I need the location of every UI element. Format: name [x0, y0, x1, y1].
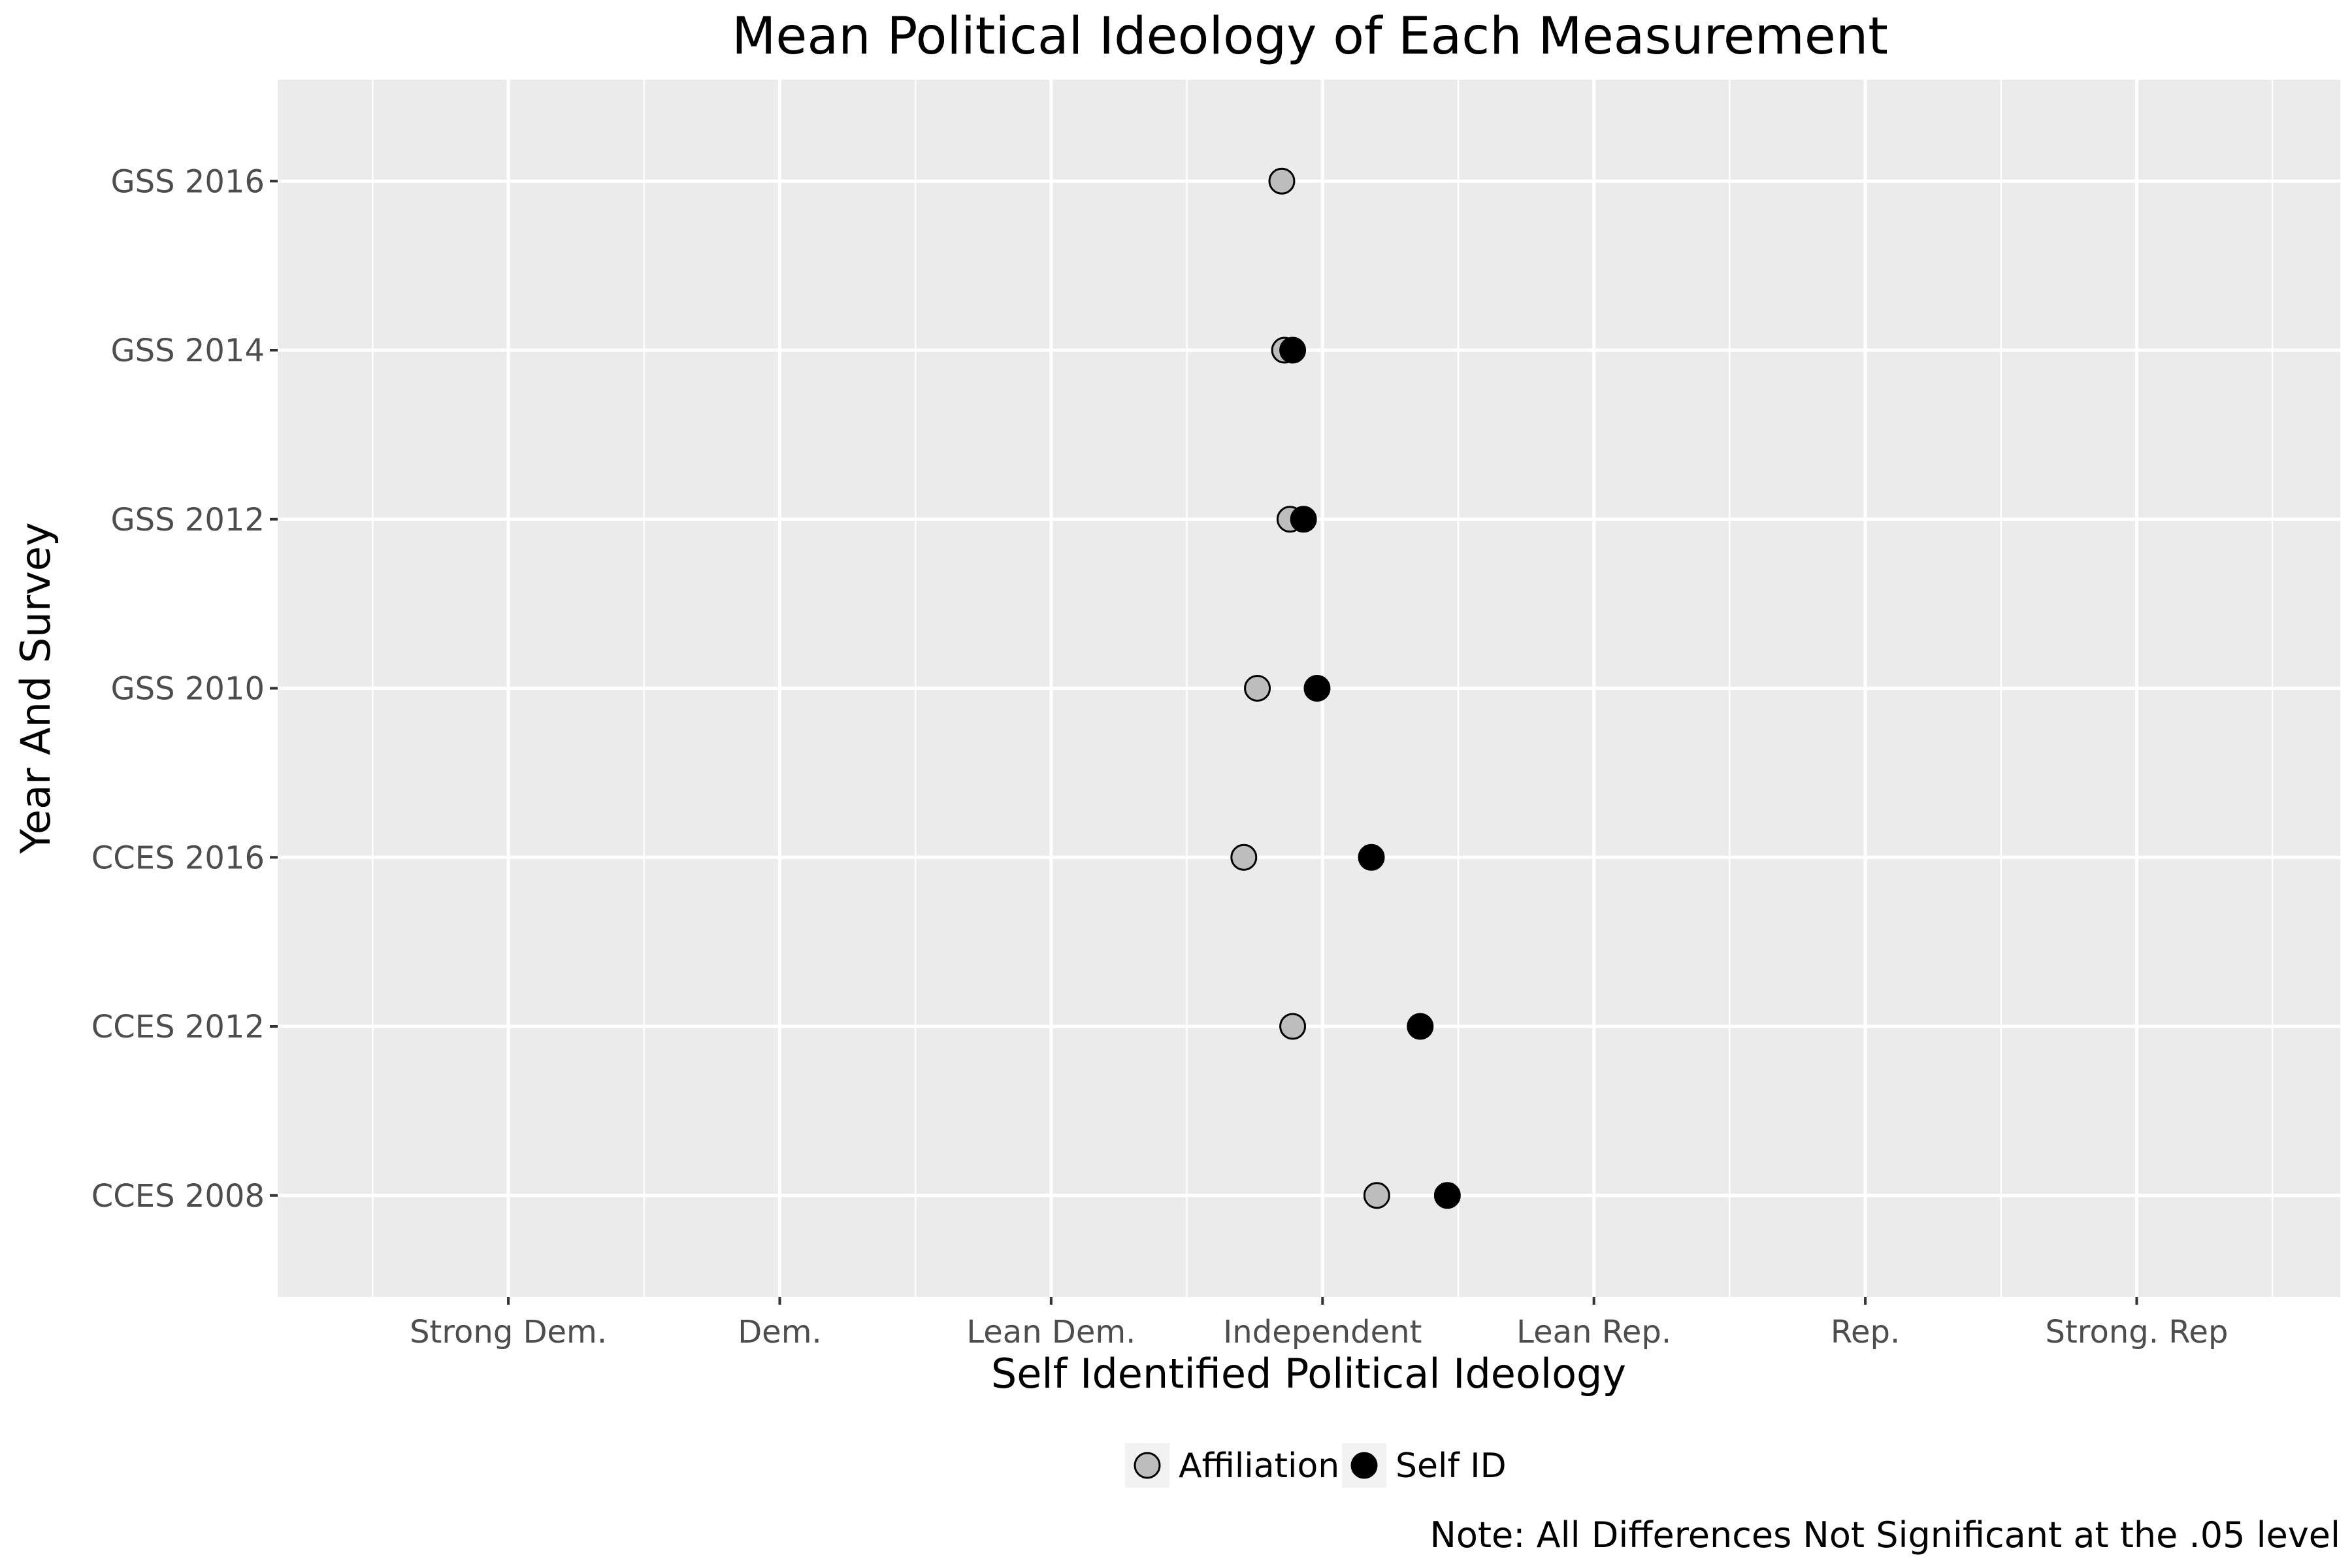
y-tick-label: CCES 2008	[91, 1178, 265, 1215]
x-tick-label: Independent	[1223, 1314, 1422, 1350]
data-point	[1244, 675, 1271, 702]
y-tick-label: CCES 2012	[91, 1009, 265, 1045]
x-tick-label: Lean Dem.	[966, 1314, 1135, 1350]
y-tick-label: GSS 2012	[110, 502, 265, 538]
data-point	[1358, 843, 1385, 871]
x-tick-label: Rep.	[1831, 1314, 1900, 1350]
data-point	[1303, 675, 1331, 702]
note-text: Note: All Differences Not Significant at…	[1429, 1514, 2340, 1556]
x-tick-label: Strong. Rep	[2045, 1314, 2228, 1350]
data-point	[1363, 1182, 1390, 1209]
y-tick-label: GSS 2010	[110, 671, 265, 708]
x-tick-label: Dem.	[738, 1314, 822, 1350]
y-tick-label: CCES 2016	[91, 840, 265, 876]
chart-title: Mean Political Ideology of Each Measurem…	[732, 7, 1888, 66]
legend: Affiliation Self ID	[1125, 1443, 1507, 1488]
legend-label: Self ID	[1396, 1446, 1507, 1486]
y-tick-label: GSS 2014	[110, 333, 265, 369]
legend-item: Self ID	[1342, 1443, 1507, 1488]
data-point	[1230, 843, 1258, 871]
data-point	[1407, 1013, 1434, 1040]
data-point	[1279, 1013, 1307, 1040]
data-points	[1230, 167, 1461, 1209]
data-point	[1268, 167, 1296, 195]
legend-symbol	[1134, 1452, 1161, 1479]
x-axis-title: Self Identified Political Ideology	[991, 1350, 1626, 1397]
legend-symbol	[1350, 1452, 1378, 1479]
data-point	[1279, 336, 1307, 364]
data-point	[1433, 1182, 1461, 1209]
x-tick-label: Lean Rep.	[1516, 1314, 1671, 1350]
legend-item: Affiliation	[1125, 1443, 1339, 1488]
y-axis-title: Year And Survey	[12, 522, 59, 854]
y-tick-label: GSS 2016	[110, 163, 265, 200]
legend-label: Affiliation	[1179, 1446, 1339, 1486]
data-point	[1290, 506, 1317, 533]
y-axis-ticks: CCES 2008 CCES 2012 CCES 2016 GSS 2010 GSS 2…	[91, 163, 278, 1215]
x-tick-label: Strong Dem.	[410, 1314, 607, 1350]
x-axis-ticks: Strong Dem. Dem. Lean Dem. Independent Lean …	[410, 1297, 2228, 1350]
